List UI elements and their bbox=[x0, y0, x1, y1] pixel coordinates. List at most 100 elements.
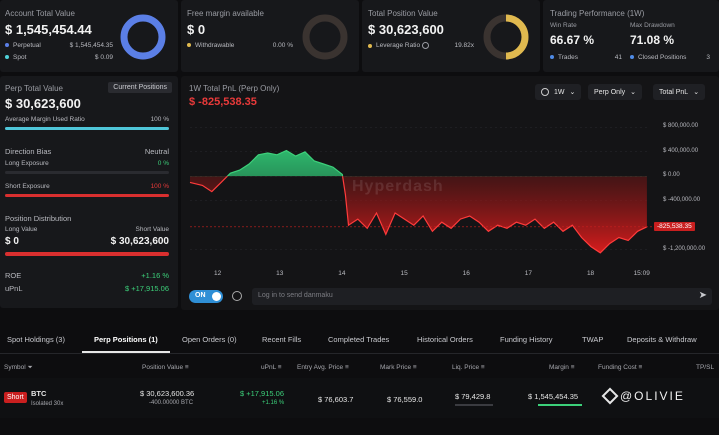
upnl-row: uPnL $ +17,915.06 bbox=[5, 284, 169, 293]
long-exposure-label: Long Exposure bbox=[5, 160, 49, 167]
distribution-bar bbox=[5, 252, 169, 256]
upnl-value: $ +17,915.06 bbox=[124, 284, 169, 293]
trades-label: Trades bbox=[558, 54, 578, 61]
direction-bias-label: Direction Bias bbox=[5, 147, 52, 156]
scope-dropdown[interactable]: Perp Only ⌄ bbox=[588, 84, 642, 100]
max-drawdown-label: Max Drawdown bbox=[630, 22, 675, 29]
closed-positions-value: 3 bbox=[706, 54, 710, 61]
tab-historical-orders[interactable]: Historical Orders bbox=[417, 335, 473, 344]
spot-label: Spot bbox=[13, 54, 27, 61]
short-value-label: Short Value bbox=[135, 226, 169, 233]
perpetual-label: Perpetual bbox=[13, 42, 41, 49]
metric-dropdown[interactable]: Total PnL ⌄ bbox=[653, 84, 706, 100]
th-margin[interactable]: Margin ≡ bbox=[549, 364, 575, 371]
th-position-value[interactable]: Position Value ≡ bbox=[142, 364, 189, 371]
clock-icon bbox=[541, 88, 549, 96]
y-tick-label: $ -400,000.00 bbox=[663, 196, 701, 203]
margin-ratio-row: Average Margin Used Ratio 100 % bbox=[5, 116, 169, 123]
metric-label: Total PnL bbox=[659, 88, 689, 96]
tab-perp-positions[interactable]: Perp Positions (1) bbox=[94, 335, 158, 344]
x-tick-label: 17 bbox=[524, 270, 533, 277]
send-icon[interactable]: ➤ bbox=[698, 290, 707, 301]
danmaku-toggle[interactable]: ON bbox=[189, 290, 223, 303]
position-value-label: Total Position Value bbox=[368, 9, 438, 18]
tab-spot-holdings[interactable]: Spot Holdings (3) bbox=[7, 335, 65, 344]
closed-positions-label: Closed Positions bbox=[638, 54, 687, 61]
pnl-chart-value: $ -825,538.35 bbox=[189, 96, 257, 108]
trades-row: Trades 41 bbox=[550, 54, 622, 61]
short-exposure-fill bbox=[5, 194, 169, 197]
tab-recent-fills[interactable]: Recent Fills bbox=[262, 335, 302, 344]
y-tick-label: $ 800,000.00 bbox=[663, 123, 699, 130]
y-tick-label: $ -1,200,000.00 bbox=[663, 245, 706, 252]
sort-icon: ≡ bbox=[412, 364, 417, 371]
filter-icon: ⏷ bbox=[27, 364, 33, 371]
free-margin-label: Free margin available bbox=[187, 9, 264, 18]
th-entry-price[interactable]: Entry Avg. Price ≡ bbox=[297, 364, 349, 371]
tab-twap[interactable]: TWAP bbox=[582, 335, 604, 344]
spot-value: $ 0.09 bbox=[94, 54, 113, 61]
margin-ratio-value: 100 % bbox=[150, 116, 169, 123]
free-margin-card: Free margin available $ 0 Withdrawable 0… bbox=[181, 0, 359, 72]
roe-value: +1.16 % bbox=[141, 271, 169, 280]
long-exposure-bar bbox=[5, 171, 169, 174]
th-symbol[interactable]: Symbol ⏷ bbox=[4, 364, 33, 371]
toggle-label: ON bbox=[195, 292, 206, 299]
current-positions-tab[interactable]: Current Positions bbox=[108, 82, 172, 93]
short-exposure-bar bbox=[5, 194, 169, 197]
perp-total-value: $ 30,623,600 bbox=[5, 96, 81, 111]
active-tab-underline bbox=[82, 351, 170, 353]
th-tpsl[interactable]: TP/SL bbox=[696, 364, 715, 371]
x-tick-label: 12 bbox=[213, 270, 222, 277]
th-upnl[interactable]: uPnL ≡ bbox=[261, 364, 282, 371]
max-drawdown-value: 71.08 % bbox=[630, 33, 675, 47]
margin-usage-bar bbox=[538, 404, 582, 406]
symbol-text[interactable]: BTC bbox=[31, 389, 47, 398]
closed-dot-icon bbox=[630, 55, 634, 60]
long-value-label: Long Value bbox=[5, 226, 38, 233]
direction-bias-value: Neutral bbox=[144, 147, 169, 156]
toggle-knob bbox=[212, 292, 221, 301]
th-mark-price[interactable]: Mark Price ≡ bbox=[380, 364, 417, 371]
th-liq-price[interactable]: Liq. Price ≡ bbox=[452, 364, 485, 371]
th-funding-cost[interactable]: Funding Cost ≡ bbox=[598, 364, 643, 371]
chevron-down-icon: ⌄ bbox=[693, 89, 700, 96]
position-donut-chart bbox=[483, 14, 529, 60]
spot-row: Spot $ 0.09 bbox=[5, 54, 113, 61]
long-exposure-row: Long Exposure 0 % bbox=[5, 160, 169, 167]
table-row[interactable] bbox=[0, 378, 719, 418]
danmaku-settings-icon[interactable] bbox=[232, 291, 242, 301]
danmaku-input[interactable]: Log in to send danmaku ➤ bbox=[252, 288, 712, 305]
sort-icon: ≡ bbox=[277, 364, 282, 371]
sort-icon: ≡ bbox=[638, 364, 643, 371]
trades-dot-icon bbox=[550, 55, 554, 60]
tab-completed-trades[interactable]: Completed Trades bbox=[328, 335, 390, 344]
x-tick-label: 15:09 bbox=[633, 270, 650, 277]
leverage-dot-icon bbox=[368, 43, 372, 48]
leverage-label: Leverage Ratio bbox=[376, 42, 421, 50]
perp-total-label: Perp Total Value bbox=[5, 84, 63, 93]
tab-funding-history[interactable]: Funding History bbox=[500, 335, 553, 344]
timeframe-dropdown[interactable]: 1W ⌄ bbox=[535, 84, 582, 100]
trades-value: 41 bbox=[614, 54, 622, 61]
liq-distance-bar bbox=[455, 404, 493, 406]
withdrawable-row: Withdrawable 0.00 % bbox=[187, 42, 293, 49]
tab-deposits-withdraw[interactable]: Deposits & Withdraw bbox=[627, 335, 697, 344]
sort-icon: ≡ bbox=[570, 364, 575, 371]
x-tick-label: 18 bbox=[586, 270, 595, 277]
sort-icon: ≡ bbox=[184, 364, 189, 371]
y-tick-label: $ 0.00 bbox=[663, 172, 680, 179]
distribution-short-fill bbox=[5, 252, 169, 256]
x-tick-label: 15 bbox=[400, 270, 408, 277]
withdrawable-value: 0.00 % bbox=[272, 42, 293, 49]
account-donut-chart bbox=[120, 14, 166, 60]
watermark-text: @OLIVIE bbox=[620, 389, 685, 403]
diamond-logo-icon bbox=[601, 387, 619, 405]
short-exposure-label: Short Exposure bbox=[5, 183, 50, 190]
chart-watermark: Hyperdash bbox=[352, 178, 444, 195]
performance-card: Trading Performance (1W) Win Rate 66.67 … bbox=[543, 0, 719, 72]
pnl-chart-title: 1W Total PnL (Perp Only) bbox=[189, 84, 280, 93]
win-rate-label: Win Rate bbox=[550, 22, 577, 29]
side-badge: Short bbox=[4, 392, 27, 403]
tab-open-orders[interactable]: Open Orders (0) bbox=[182, 335, 237, 344]
